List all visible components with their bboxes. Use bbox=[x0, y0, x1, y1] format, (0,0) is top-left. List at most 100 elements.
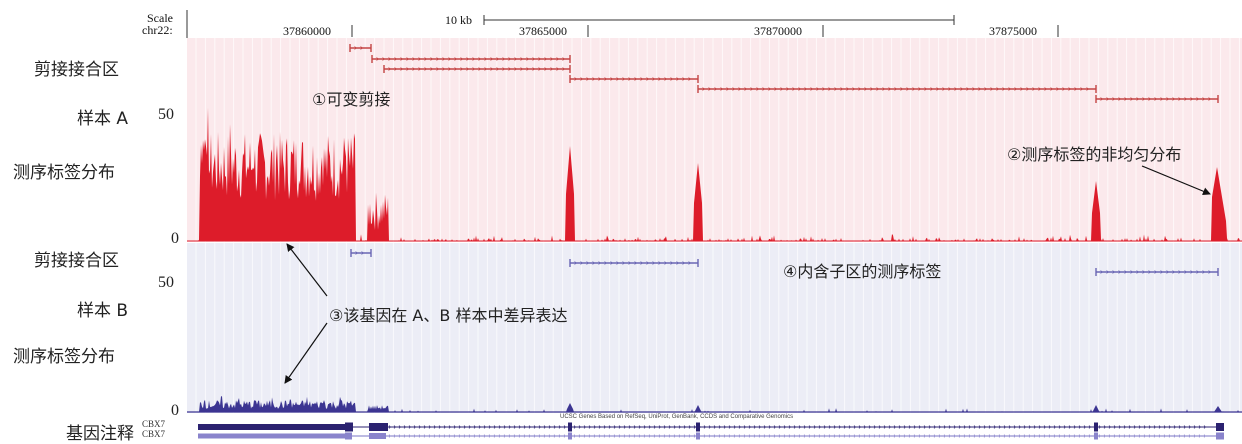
sample-b-ymin: 0 bbox=[171, 402, 179, 419]
gene-chevron bbox=[883, 434, 886, 438]
gene-chevron bbox=[968, 434, 971, 438]
gene-chevron bbox=[588, 425, 591, 429]
gene-chevron bbox=[1143, 434, 1146, 438]
gene-chevron bbox=[1138, 425, 1141, 429]
gene-chevron bbox=[693, 425, 696, 429]
junction-chevron bbox=[406, 57, 410, 61]
nonuniform-annotation: ②测序标签的非均匀分布 bbox=[1007, 145, 1182, 164]
junction-chevron bbox=[592, 261, 596, 265]
junction-chevron bbox=[744, 87, 748, 91]
gene-chevron bbox=[903, 425, 906, 429]
gene-chevron bbox=[648, 425, 651, 429]
gene-chevron bbox=[1073, 425, 1076, 429]
gene-chevron bbox=[683, 425, 686, 429]
junction-chevron bbox=[628, 77, 632, 81]
junction-chevron bbox=[738, 87, 742, 91]
gene-chevron bbox=[488, 434, 491, 438]
junction-chevron bbox=[616, 261, 620, 265]
gene-chevron bbox=[798, 434, 801, 438]
gene-chevron bbox=[553, 434, 556, 438]
gene-chevron bbox=[473, 434, 476, 438]
position-label-4: 37875000 bbox=[989, 24, 1037, 38]
position-label-3: 37870000 bbox=[754, 24, 802, 38]
junction-chevron bbox=[670, 261, 674, 265]
junction-chevron bbox=[918, 87, 922, 91]
gene-chevron bbox=[873, 434, 876, 438]
gene-chevron bbox=[853, 434, 856, 438]
gene-chevron bbox=[573, 425, 576, 429]
junction-chevron bbox=[394, 57, 398, 61]
junction-chevron bbox=[664, 77, 668, 81]
junction-chevron bbox=[592, 77, 596, 81]
sample-b-splice-junctions bbox=[350, 249, 1219, 276]
gene-chevron bbox=[863, 434, 866, 438]
gene-chevron bbox=[923, 425, 926, 429]
junction-chevron bbox=[930, 87, 934, 91]
splice-junction bbox=[349, 44, 372, 52]
gene-chevron bbox=[553, 425, 556, 429]
gene-chevron bbox=[778, 425, 781, 429]
gene-chevron bbox=[1123, 425, 1126, 429]
junction-chevron bbox=[526, 67, 530, 71]
gene-chevron bbox=[1188, 434, 1191, 438]
junction-chevron bbox=[442, 57, 446, 61]
gene-chevron bbox=[823, 425, 826, 429]
junction-chevron bbox=[514, 57, 518, 61]
junction-chevron bbox=[708, 87, 712, 91]
gene-chevron bbox=[588, 434, 591, 438]
junction-chevron bbox=[658, 77, 662, 81]
gene-chevron bbox=[998, 434, 1001, 438]
gene-chevron bbox=[1088, 425, 1091, 429]
junction-chevron bbox=[1190, 97, 1194, 101]
gene-chevron bbox=[463, 434, 466, 438]
junction-chevron bbox=[720, 87, 724, 91]
junction-chevron bbox=[442, 67, 446, 71]
junction-chevron bbox=[454, 57, 458, 61]
gene-chevron bbox=[1168, 425, 1171, 429]
gene-chevron bbox=[518, 434, 521, 438]
gene-chevron bbox=[508, 425, 511, 429]
gene-chevron bbox=[468, 425, 471, 429]
gene-chevron bbox=[1048, 434, 1051, 438]
gene-chevron bbox=[748, 434, 751, 438]
gene-chevron bbox=[798, 425, 801, 429]
junction-chevron bbox=[972, 87, 976, 91]
gene-chevron bbox=[828, 425, 831, 429]
junction-chevron bbox=[1202, 270, 1206, 274]
gene-chevron bbox=[1013, 425, 1016, 429]
gene-chevron bbox=[1163, 425, 1166, 429]
junction-chevron bbox=[726, 87, 730, 91]
junction-chevron bbox=[574, 77, 578, 81]
junction-chevron bbox=[984, 87, 988, 91]
junction-chevron bbox=[520, 57, 524, 61]
gene-chevron bbox=[1023, 434, 1026, 438]
gene-chevron bbox=[678, 425, 681, 429]
junction-chevron bbox=[1178, 270, 1182, 274]
junction-chevron bbox=[780, 87, 784, 91]
junction-chevron bbox=[948, 87, 952, 91]
junction-chevron bbox=[400, 57, 404, 61]
gene-exon bbox=[1216, 432, 1224, 440]
gene-chevron bbox=[513, 425, 516, 429]
gene-chevron bbox=[428, 434, 431, 438]
sample-a-ymax: 50 bbox=[158, 106, 174, 123]
gene-chevron bbox=[533, 434, 536, 438]
gene-chevron bbox=[648, 434, 651, 438]
junction-chevron bbox=[1154, 97, 1158, 101]
gene-chevron bbox=[783, 434, 786, 438]
gene-chevron bbox=[508, 434, 511, 438]
sample-a-coverage-signal bbox=[198, 107, 1240, 241]
junction-chevron bbox=[756, 87, 760, 91]
gene-chevron bbox=[718, 425, 721, 429]
gene-chevron bbox=[1113, 425, 1116, 429]
junction-chevron bbox=[936, 87, 940, 91]
sample-a-coverage-label: 测序标签分布 bbox=[13, 163, 115, 183]
gene-chevron bbox=[1063, 425, 1066, 429]
gene-chevron bbox=[763, 434, 766, 438]
junction-chevron bbox=[1154, 270, 1158, 274]
gene-chevron bbox=[953, 425, 956, 429]
junction-chevron bbox=[466, 57, 470, 61]
gene-chevron bbox=[743, 434, 746, 438]
junction-chevron bbox=[460, 67, 464, 71]
junction-chevron bbox=[484, 67, 488, 71]
